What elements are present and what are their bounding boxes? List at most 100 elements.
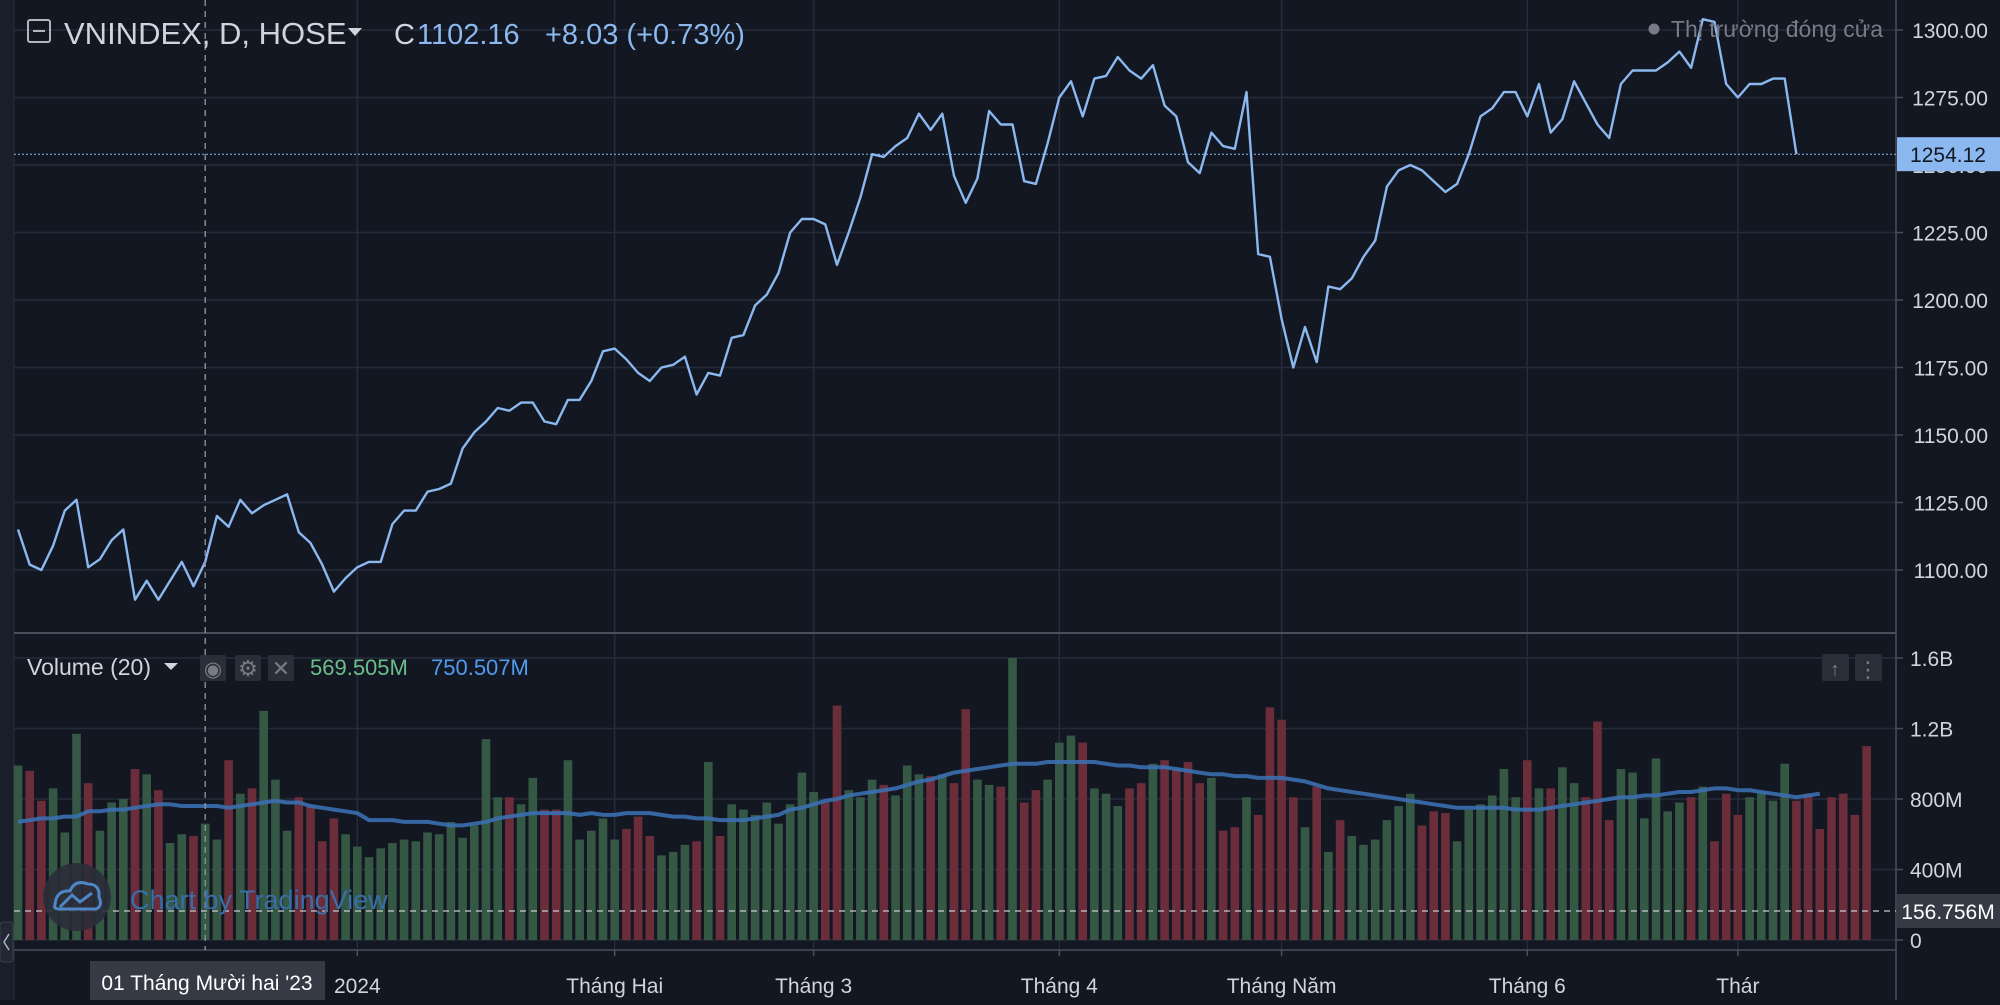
volume-bar (949, 783, 959, 940)
volume-bar (587, 830, 596, 940)
volume-bar (388, 843, 397, 940)
volume-bar (505, 797, 514, 940)
market-status-dot-icon (1648, 23, 1660, 35)
volume-bar (1160, 760, 1169, 940)
volume-ma-value: 750.507M (431, 655, 529, 680)
volume-bar (1207, 777, 1216, 940)
volume-bar (1815, 828, 1825, 940)
chevron-down-icon[interactable] (164, 663, 178, 670)
volume-bar (1347, 836, 1357, 940)
visibility-button[interactable] (200, 655, 226, 681)
price-tick-label: 1125.00 (1914, 493, 1988, 516)
volume-bar (1640, 818, 1649, 940)
volume-legend[interactable]: Volume (20) ◉ ⚙ ✕ 569.505M 750.507M (27, 654, 529, 681)
left-toolbar-strip (0, 0, 14, 1000)
volume-bar (1277, 719, 1286, 940)
volume-tick-label: 1.6B (1910, 648, 1953, 671)
volume-title[interactable]: Volume (20) (27, 654, 151, 680)
volume-bar (1312, 786, 1321, 940)
volume-bar (704, 761, 713, 940)
volume-bar (563, 760, 573, 940)
time-tick-label: Tháng 4 (1021, 975, 1098, 998)
symbol-title[interactable]: VNINDEX, D, HOSE (64, 16, 347, 51)
chevron-down-icon[interactable] (348, 28, 362, 36)
pane-controls[interactable]: ↑ ⋮ (1822, 654, 1882, 682)
volume-bar (1464, 809, 1474, 940)
volume-bar (1476, 804, 1485, 940)
volume-bar (1721, 793, 1731, 940)
volume-bar (1628, 772, 1637, 940)
volume-bar (25, 770, 34, 940)
volume-bar (856, 797, 865, 940)
volume-bar (165, 843, 175, 940)
volume-tick-label: 400M (1910, 860, 1963, 883)
symbol-legend[interactable]: VNINDEX, D, HOSE C 1102.16 +8.03 (+0.73%… (27, 16, 745, 51)
volume-bar (973, 779, 982, 940)
volume-ma-line (17, 760, 1821, 828)
volume-bar (1230, 827, 1240, 940)
market-status: Thị trường đóng cửa (1671, 16, 1883, 42)
time-tick-label: Tháng 3 (775, 975, 852, 998)
volume-bar (575, 839, 584, 940)
price-tick-label: 1225.00 (1912, 223, 1988, 246)
volume-bar (306, 806, 315, 940)
volume-bar (1511, 797, 1520, 940)
volume-bar (902, 765, 912, 940)
date-tag-value: 01 Tháng Mười hai '23 (101, 972, 312, 995)
volume-bar (762, 802, 772, 940)
volume-bar (329, 818, 339, 940)
volume-bar (446, 821, 456, 940)
pane-menu-button[interactable] (1855, 654, 1882, 681)
volume-bar (867, 779, 877, 940)
tradingview-watermark[interactable]: Chart by TradingView (43, 863, 388, 931)
volume-bar (844, 790, 853, 940)
volume-bar (551, 809, 561, 940)
volume-bar (130, 769, 140, 940)
volume-bar (1616, 769, 1626, 940)
price-tick-label: 1200.00 (1912, 290, 1988, 313)
settings-button[interactable] (235, 655, 261, 681)
volume-bar (212, 839, 222, 940)
volume-bar (142, 774, 151, 940)
volume-bar (832, 705, 842, 940)
volume-bar (1757, 791, 1766, 940)
volume-bar (692, 841, 701, 940)
volume-bar (1008, 658, 1017, 940)
current-price-tag: 1254.12 (1897, 137, 2000, 172)
crosshair-date-tag: 01 Tháng Mười hai '23 (90, 961, 325, 1000)
volume-bar (1850, 814, 1860, 940)
volume-bar (914, 774, 924, 940)
volume-bar (470, 825, 479, 940)
volume-bar (399, 839, 409, 940)
volume-bar (1289, 797, 1298, 940)
volume-bar (1838, 793, 1848, 940)
volume-bar (1136, 783, 1146, 940)
cloud-icon (53, 881, 102, 911)
volume-bar (1487, 795, 1497, 940)
volume-bar (236, 793, 245, 940)
volume-bar (294, 797, 304, 940)
gear-icon: ⚙ (238, 656, 258, 681)
collapse-legend-icon[interactable] (27, 19, 51, 43)
price-tick-label: 1150.00 (1914, 425, 1988, 448)
volume-bar (1663, 811, 1672, 940)
volume-bar (1710, 841, 1719, 940)
maximize-pane-button[interactable] (1822, 654, 1849, 681)
volume-bar (1324, 851, 1333, 940)
volume-bar (1019, 802, 1029, 940)
volume-bar (1546, 788, 1555, 940)
remove-button[interactable] (268, 655, 294, 681)
volume-bar (1651, 758, 1661, 940)
collapse-handle[interactable] (0, 921, 14, 963)
volume-bar (1417, 825, 1427, 940)
volume-bar (1195, 783, 1204, 940)
volume-bar (119, 799, 128, 940)
volume-bar (1733, 814, 1743, 940)
volume-bar (1745, 797, 1754, 940)
volume-bar (1113, 806, 1123, 940)
volume-bar (177, 834, 187, 940)
volume-bar (1055, 742, 1064, 940)
volume-bar (1558, 767, 1567, 940)
watermark-text[interactable]: Chart by TradingView (130, 885, 388, 915)
